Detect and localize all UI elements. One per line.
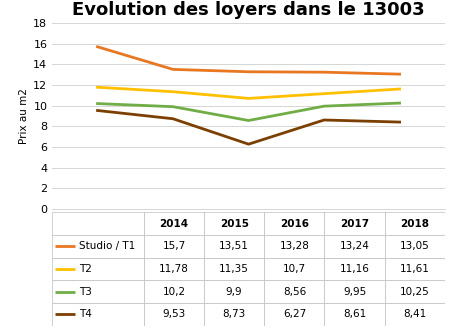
Text: 8,41: 8,41	[403, 309, 426, 319]
Bar	[325, 303, 385, 326]
Bar	[204, 235, 264, 258]
Text: 11,61: 11,61	[400, 264, 430, 274]
Text: 13,05: 13,05	[400, 241, 429, 251]
Bar	[264, 280, 325, 303]
Text: 10,2: 10,2	[163, 287, 186, 297]
Text: 2018: 2018	[400, 218, 429, 229]
Text: T2: T2	[79, 264, 92, 274]
Bar	[325, 212, 385, 235]
Bar	[325, 258, 385, 280]
Bar	[264, 303, 325, 326]
Text: T3: T3	[79, 287, 92, 297]
Bar	[52, 303, 144, 326]
Text: 2015: 2015	[220, 218, 249, 229]
Bar	[204, 280, 264, 303]
Bar	[52, 280, 144, 303]
Text: 11,35: 11,35	[219, 264, 249, 274]
Bar	[264, 258, 325, 280]
Title: Evolution des loyers dans le 13003: Evolution des loyers dans le 13003	[72, 1, 425, 19]
Text: 13,28: 13,28	[280, 241, 309, 251]
Text: 9,53: 9,53	[163, 309, 186, 319]
Bar	[264, 212, 325, 235]
Text: 11,16: 11,16	[340, 264, 370, 274]
Text: 2016: 2016	[280, 218, 309, 229]
Bar	[52, 212, 144, 235]
Text: 9,95: 9,95	[343, 287, 366, 297]
Bar	[264, 235, 325, 258]
Text: 2014: 2014	[159, 218, 188, 229]
Bar	[385, 258, 445, 280]
Bar	[385, 303, 445, 326]
Bar	[144, 212, 204, 235]
Bar	[144, 303, 204, 326]
Text: 8,73: 8,73	[222, 309, 246, 319]
Bar	[385, 280, 445, 303]
Text: 9,9: 9,9	[226, 287, 242, 297]
Bar	[52, 235, 144, 258]
Bar	[325, 280, 385, 303]
Text: 13,24: 13,24	[340, 241, 370, 251]
Text: 8,61: 8,61	[343, 309, 366, 319]
Bar	[385, 212, 445, 235]
Bar	[204, 212, 264, 235]
Text: 2017: 2017	[340, 218, 369, 229]
Text: Studio / T1: Studio / T1	[79, 241, 135, 251]
Bar	[204, 303, 264, 326]
Text: 11,78: 11,78	[159, 264, 189, 274]
Bar	[325, 235, 385, 258]
Y-axis label: Prix au m2: Prix au m2	[19, 88, 29, 144]
Bar	[144, 258, 204, 280]
Bar	[144, 280, 204, 303]
Bar	[204, 258, 264, 280]
Text: 15,7: 15,7	[163, 241, 186, 251]
Text: 10,25: 10,25	[400, 287, 429, 297]
Text: 10,7: 10,7	[283, 264, 306, 274]
Bar	[52, 258, 144, 280]
Text: 13,51: 13,51	[219, 241, 249, 251]
Bar	[385, 235, 445, 258]
Text: 6,27: 6,27	[283, 309, 306, 319]
Bar	[144, 235, 204, 258]
Text: T4: T4	[79, 309, 92, 319]
Text: 8,56: 8,56	[283, 287, 306, 297]
